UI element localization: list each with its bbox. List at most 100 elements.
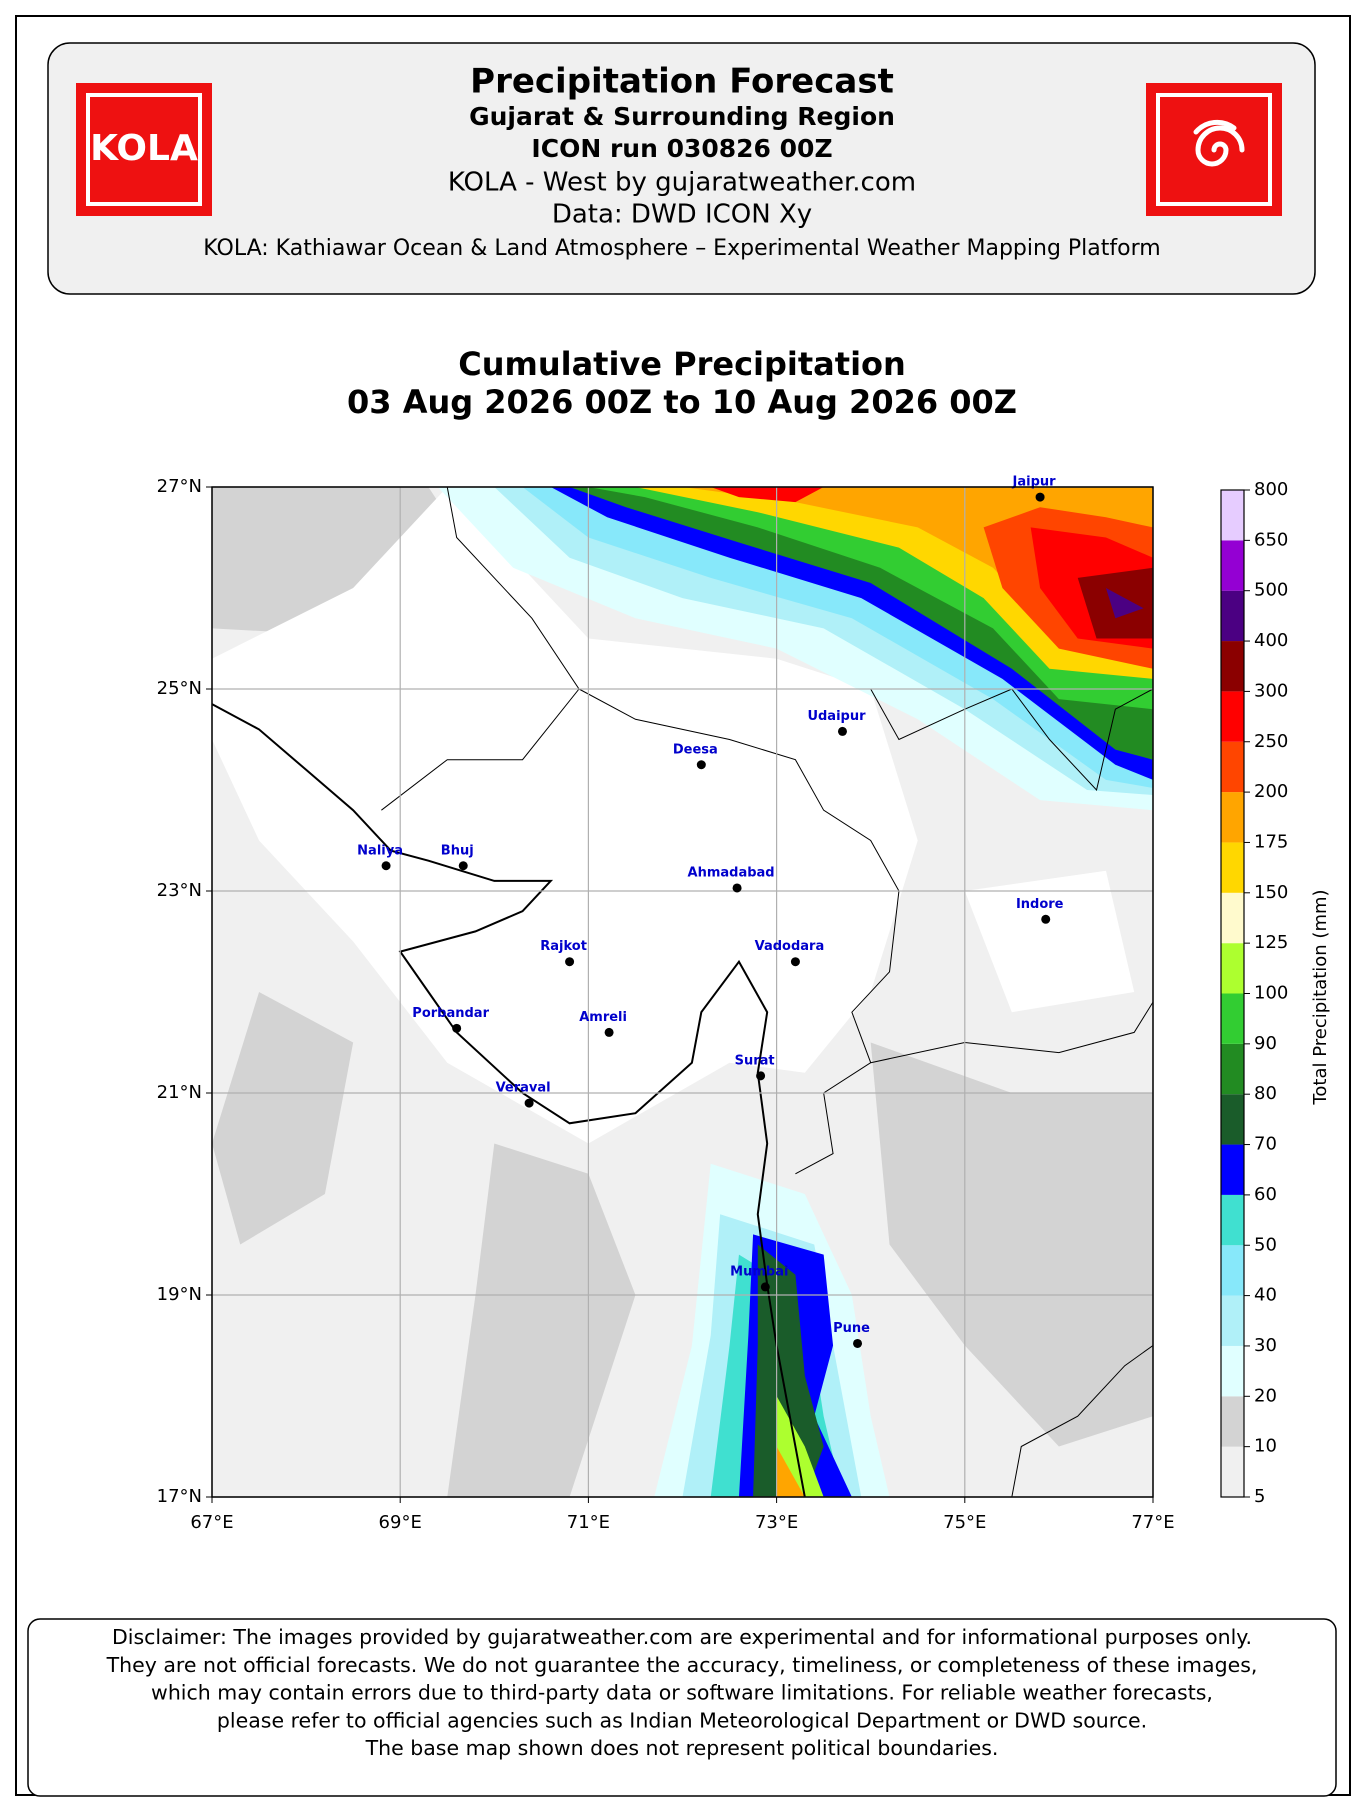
colorbar-segment [1221, 641, 1244, 692]
header-data: Data: DWD ICON Xy [552, 200, 812, 230]
colorbar-tick-label: 40 [1254, 1285, 1277, 1306]
header-title: Precipitation Forecast [470, 62, 894, 102]
header-run: ICON run 030826 00Z [531, 134, 832, 163]
logo-text: KOLA [90, 128, 198, 169]
city-label: Porbandar [412, 1006, 489, 1021]
colorbar-tick-label: 5 [1254, 1486, 1265, 1507]
city-label: Naliya [357, 843, 403, 858]
colorbar-tick-label: 10 [1254, 1436, 1277, 1457]
field-dry [212, 487, 918, 1144]
header-source: KOLA - West by gujaratweather.com [448, 168, 916, 198]
field-region [212, 992, 354, 1245]
city-marker [604, 1027, 614, 1037]
x-tick-label: 73°E [755, 1512, 798, 1533]
border-line [870, 1001, 1153, 1064]
left-logo: KOLA [76, 83, 212, 216]
city-marker [732, 883, 742, 893]
colorbar-segment [1221, 1245, 1244, 1296]
logo-frame [86, 93, 202, 206]
disclaimer-line: Disclaimer: The images provided by gujar… [112, 1625, 1252, 1649]
disclaimer-line: They are not official forecasts. We do n… [106, 1653, 1258, 1677]
y-tick-label: 17°N [157, 1486, 202, 1507]
y-tick-label: 25°N [157, 678, 202, 699]
map-title: Cumulative Precipitation [458, 345, 906, 383]
disclaimer-line: The base map shown does not represent po… [365, 1736, 999, 1760]
colorbar-tick-label: 125 [1254, 932, 1288, 953]
logo-swirl [1193, 119, 1245, 167]
colorbar-segment [1221, 1396, 1244, 1447]
disclaimer-line: please refer to official agencies such a… [217, 1708, 1147, 1732]
colorbar-label: Total Precipitation (mm) [1310, 889, 1331, 1105]
colorbar-tick-label: 200 [1254, 781, 1288, 802]
city-label: Udaipur [807, 709, 866, 724]
colorbar-segment [1221, 1295, 1244, 1346]
colorbar-segment [1221, 892, 1244, 944]
border-line [870, 688, 1153, 792]
colorbar-tick-label: 60 [1254, 1184, 1277, 1205]
city-label: Rajkot [540, 939, 587, 954]
colorbar-segment [1221, 1043, 1244, 1095]
city-marker [565, 957, 575, 967]
colorbar-tick-label: 800 [1254, 479, 1288, 500]
colorbar-tick-label: 250 [1254, 731, 1288, 752]
city-marker [837, 726, 847, 736]
header-subtitle: Gujarat & Surrounding Region [469, 102, 895, 131]
colorbar-segment [1221, 540, 1244, 591]
colorbar-segment [1221, 1144, 1244, 1195]
x-tick-label: 71°E [567, 1512, 610, 1533]
colorbar-segment [1221, 691, 1244, 742]
colorbar-segment [1221, 1194, 1244, 1246]
city-marker [1035, 492, 1045, 502]
right-logo [1146, 83, 1282, 216]
disclaimer-line: which may contain errors due to third-pa… [151, 1681, 1213, 1705]
precip-field [212, 487, 1153, 1497]
colorbar-tick-label: 100 [1254, 983, 1288, 1004]
city-label: Jaipur [1012, 475, 1057, 490]
field-dry [964, 870, 1135, 1013]
colorbar-segment [1221, 792, 1244, 843]
header-box [47, 42, 1316, 295]
colorbar-tick-label: 400 [1254, 630, 1288, 651]
colorbar-segment [1221, 943, 1244, 994]
logo-bg [76, 83, 212, 216]
colorbar-tick-label: 90 [1254, 1033, 1277, 1054]
y-tick-label: 27°N [157, 476, 202, 497]
colorbar-tick-label: 20 [1254, 1385, 1277, 1406]
field-region [710, 487, 824, 503]
map-title: 03 Aug 2026 00Z to 10 Aug 2026 00Z [347, 383, 1017, 421]
city-marker [524, 1098, 534, 1108]
colorbar-segment [1221, 993, 1244, 1044]
header-platform: KOLA: Kathiawar Ocean & Land Atmosphere … [203, 236, 1160, 261]
city-marker [696, 760, 706, 770]
city-label: Mumbai [730, 1264, 788, 1279]
map-frame [211, 486, 1154, 1498]
city-marker [760, 1282, 770, 1292]
city-label: Veraval [496, 1081, 551, 1096]
y-tick-label: 19°N [157, 1284, 202, 1305]
city-marker [853, 1338, 863, 1348]
colorbar-tick-label: 650 [1254, 529, 1288, 550]
border-line [1011, 1345, 1153, 1497]
colorbar-segment [1221, 1446, 1244, 1497]
city-marker [790, 957, 800, 967]
colorbar-tick-label: 50 [1254, 1234, 1277, 1255]
city-label: Surat [735, 1053, 775, 1068]
disclaimer-box [27, 1618, 1337, 1797]
colorbar-tick-label: 150 [1254, 882, 1288, 903]
city-label: Vadodara [755, 939, 825, 954]
colorbar-tick-label: 70 [1254, 1134, 1277, 1155]
y-tick-label: 21°N [157, 1082, 202, 1103]
city-label: Pune [833, 1321, 870, 1336]
colorbar-tick-label: 30 [1254, 1335, 1277, 1356]
y-tick-label: 23°N [157, 880, 202, 901]
colorbar-segment [1221, 1094, 1244, 1145]
city-label: Indore [1016, 897, 1064, 912]
colorbar-tick-label: 80 [1254, 1083, 1277, 1104]
city-marker [458, 861, 468, 871]
colorbar-segment [1221, 1345, 1244, 1397]
field-region [776, 1446, 805, 1497]
field-region [1105, 588, 1144, 619]
city-label: Amreli [579, 1010, 627, 1025]
colorbar-tick-label: 500 [1254, 580, 1288, 601]
